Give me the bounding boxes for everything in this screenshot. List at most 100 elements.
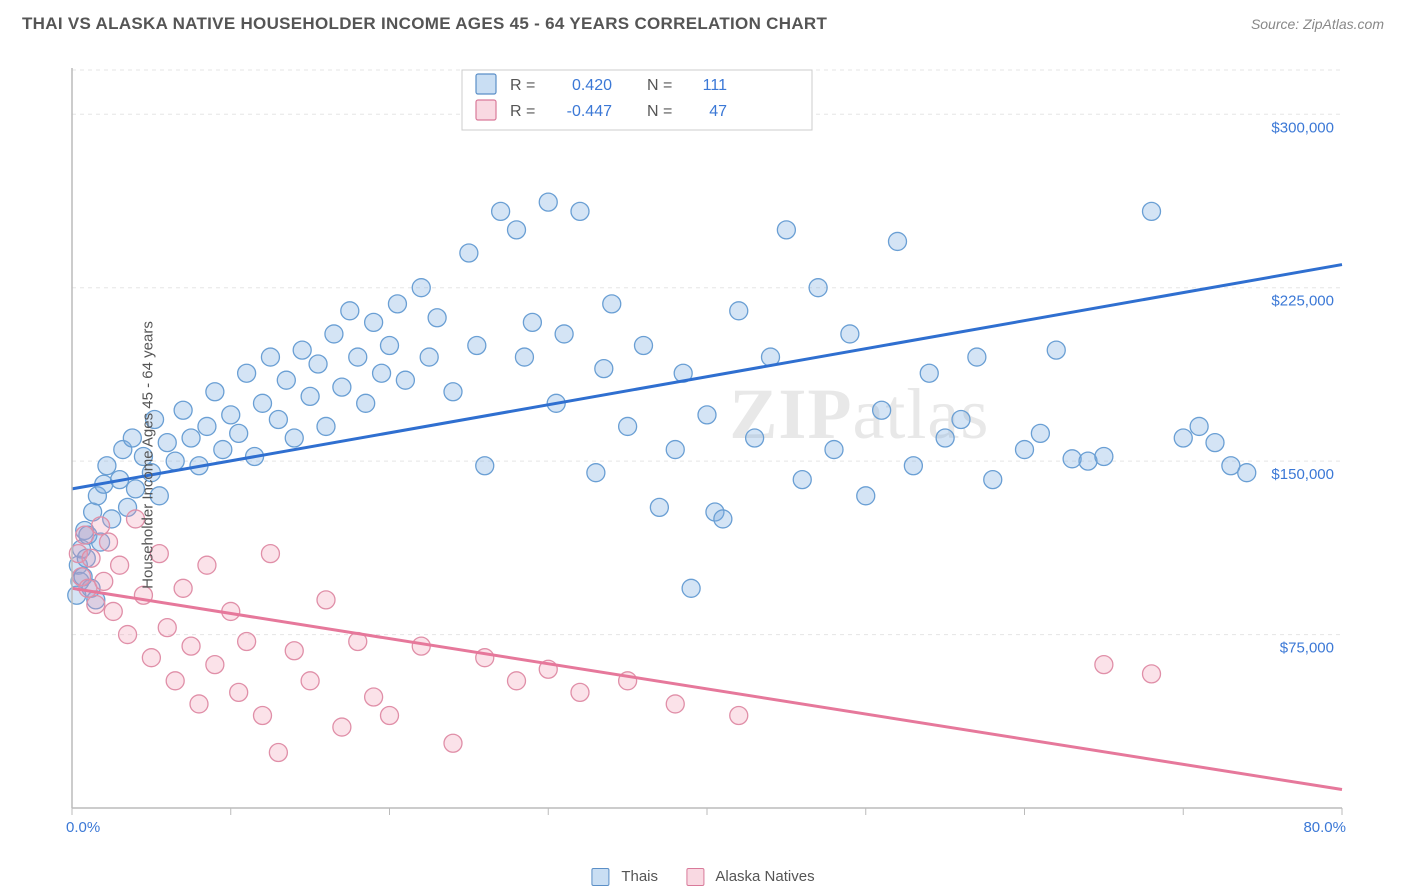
data-point <box>92 517 110 535</box>
data-point <box>444 734 462 752</box>
legend-n-value: 111 <box>703 77 727 94</box>
data-point <box>746 429 764 447</box>
data-point <box>285 429 303 447</box>
data-point <box>492 202 510 220</box>
data-point <box>82 549 100 567</box>
bottom-legend: Thais Alaska Natives <box>591 868 814 886</box>
data-point <box>166 672 184 690</box>
data-point <box>285 642 303 660</box>
data-point <box>508 672 526 690</box>
data-point <box>182 429 200 447</box>
data-point <box>571 202 589 220</box>
legend-swatch <box>476 74 496 94</box>
y-tick-label: $150,000 <box>1271 466 1334 483</box>
data-point <box>984 471 1002 489</box>
data-point <box>254 707 272 725</box>
x-max-label: 80.0% <box>1303 819 1346 836</box>
data-point <box>261 545 279 563</box>
data-point <box>301 387 319 405</box>
data-point <box>1047 341 1065 359</box>
data-point <box>1206 434 1224 452</box>
legend-n-label: N = <box>647 77 672 94</box>
data-point <box>889 232 907 250</box>
data-point <box>523 313 541 331</box>
data-point <box>857 487 875 505</box>
data-point <box>809 279 827 297</box>
data-point <box>198 417 216 435</box>
legend-label-alaska: Alaska Natives <box>715 868 814 885</box>
data-point <box>650 498 668 516</box>
data-point <box>333 378 351 396</box>
data-point <box>698 406 716 424</box>
data-point <box>301 672 319 690</box>
data-point <box>119 626 137 644</box>
data-point <box>325 325 343 343</box>
data-point <box>98 457 116 475</box>
data-point <box>777 221 795 239</box>
data-point <box>1095 448 1113 466</box>
data-point <box>238 633 256 651</box>
data-point <box>682 579 700 597</box>
data-point <box>381 337 399 355</box>
data-point <box>508 221 526 239</box>
data-point <box>76 526 94 544</box>
data-point <box>174 401 192 419</box>
header: THAI VS ALASKA NATIVE HOUSEHOLDER INCOME… <box>0 0 1406 44</box>
legend-n-label: N = <box>647 103 672 120</box>
trend-line <box>72 588 1342 789</box>
data-point <box>349 348 367 366</box>
data-point <box>230 683 248 701</box>
data-point <box>571 683 589 701</box>
data-point <box>388 295 406 313</box>
data-point <box>309 355 327 373</box>
data-point <box>730 707 748 725</box>
data-point <box>603 295 621 313</box>
data-point <box>619 417 637 435</box>
y-tick-label: $75,000 <box>1280 640 1334 657</box>
data-point <box>595 360 613 378</box>
data-point <box>198 556 216 574</box>
data-point <box>190 695 208 713</box>
data-point <box>539 193 557 211</box>
trend-line <box>72 265 1342 489</box>
data-point <box>1190 417 1208 435</box>
legend-swatch-blue <box>591 868 609 886</box>
data-point <box>206 656 224 674</box>
legend-swatch <box>476 100 496 120</box>
data-point <box>341 302 359 320</box>
data-point <box>952 411 970 429</box>
legend-item-thais: Thais <box>591 868 658 886</box>
data-point <box>635 337 653 355</box>
data-point <box>444 383 462 401</box>
data-point <box>920 364 938 382</box>
data-point <box>269 411 287 429</box>
chart-title: THAI VS ALASKA NATIVE HOUSEHOLDER INCOME… <box>22 14 827 34</box>
legend-r-value: -0.447 <box>567 103 612 120</box>
data-point <box>1079 452 1097 470</box>
x-min-label: 0.0% <box>66 819 100 836</box>
data-point <box>1063 450 1081 468</box>
legend-item-alaska: Alaska Natives <box>686 868 815 886</box>
data-point <box>293 341 311 359</box>
data-point <box>793 471 811 489</box>
data-point <box>666 695 684 713</box>
data-point <box>254 394 272 412</box>
y-tick-label: $225,000 <box>1271 293 1334 310</box>
data-point <box>87 596 105 614</box>
data-point <box>182 637 200 655</box>
legend-r-value: 0.420 <box>572 77 612 94</box>
data-point <box>158 619 176 637</box>
data-point <box>333 718 351 736</box>
data-point <box>317 591 335 609</box>
legend-n-value: 47 <box>709 103 727 120</box>
data-point <box>269 744 287 762</box>
data-point <box>1143 202 1161 220</box>
data-point <box>357 394 375 412</box>
data-point <box>587 464 605 482</box>
data-point <box>104 602 122 620</box>
data-point <box>365 313 383 331</box>
data-point <box>1174 429 1192 447</box>
data-point <box>174 579 192 597</box>
data-point <box>1238 464 1256 482</box>
data-point <box>222 406 240 424</box>
